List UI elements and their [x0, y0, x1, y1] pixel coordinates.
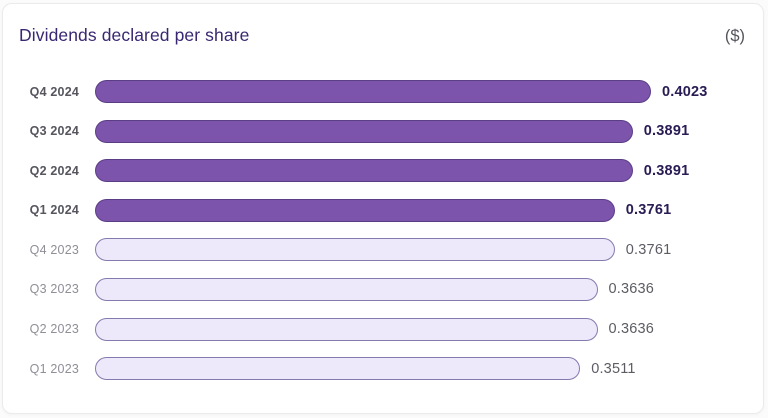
row-label-q2-2024: Q2 2024 [29, 163, 79, 178]
bar-value: 0.3891 [643, 123, 690, 140]
bar-q3-2024 [95, 119, 633, 143]
bar-value: 0.3636 [608, 281, 655, 298]
bar-area: 0.3761 [95, 238, 747, 262]
row-label-q1-2024: Q1 2024 [29, 203, 79, 218]
bar-row: Q2 2024 0.3891 [19, 159, 747, 183]
bar-area: 0.3761 [95, 198, 747, 222]
bar-row: Q4 2023 0.3761 [19, 238, 747, 262]
bar-value: 0.4023 [662, 83, 708, 100]
row-label-q4-2023: Q4 2023 [29, 242, 79, 257]
bar-row: Q4 2024 0.4023 [19, 80, 747, 103]
bar-q4-2023 [95, 238, 615, 262]
bar-area: 0.3636 [95, 317, 747, 341]
currency-unit-label: ($) [724, 27, 745, 45]
bar-area: 0.4023 [95, 80, 747, 103]
bar-q2-2023 [95, 317, 598, 341]
row-label-q3-2024: Q3 2024 [29, 124, 79, 139]
bar-value: 0.3636 [608, 321, 655, 338]
bar-value: 0.3891 [643, 162, 690, 179]
bar-row: Q3 2024 0.3891 [19, 119, 747, 143]
bar-q1-2023 [95, 357, 581, 381]
bar-q4-2024 [95, 80, 651, 103]
bar-value: 0.3761 [625, 202, 672, 219]
row-label-q4-2024: Q4 2024 [29, 84, 79, 99]
row-label-q1-2023: Q1 2023 [29, 361, 79, 376]
bar-rows: Q4 2024 0.4023 Q3 2024 0.3891 Q2 2024 0.3891 Q… [19, 80, 747, 381]
dividends-card: Dividends declared per share ($) Q4 2024… [2, 3, 764, 414]
bar-area: 0.3891 [95, 119, 747, 143]
bar-row: Q1 2023 0.3511 [19, 357, 747, 381]
bar-value: 0.3511 [591, 360, 636, 377]
bar-q2-2024 [95, 159, 633, 183]
bar-q3-2023 [95, 277, 598, 301]
bar-row: Q3 2023 0.3636 [19, 277, 747, 301]
bar-value: 0.3761 [625, 241, 672, 258]
row-label-q3-2023: Q3 2023 [29, 282, 79, 297]
card-title: Dividends declared per share [19, 25, 250, 45]
bar-q1-2024 [95, 198, 615, 222]
card-header: Dividends declared per share ($) [19, 25, 747, 46]
row-label-q2-2023: Q2 2023 [29, 322, 79, 337]
bar-area: 0.3891 [95, 159, 747, 183]
bar-row: Q1 2024 0.3761 [19, 198, 747, 222]
bar-area: 0.3636 [95, 277, 747, 301]
bar-chart: Q4 2024 0.4023 Q3 2024 0.3891 Q2 2024 0.3891 Q… [19, 80, 747, 381]
bar-row: Q2 2023 0.3636 [19, 317, 747, 341]
bar-area: 0.3511 [95, 357, 747, 381]
